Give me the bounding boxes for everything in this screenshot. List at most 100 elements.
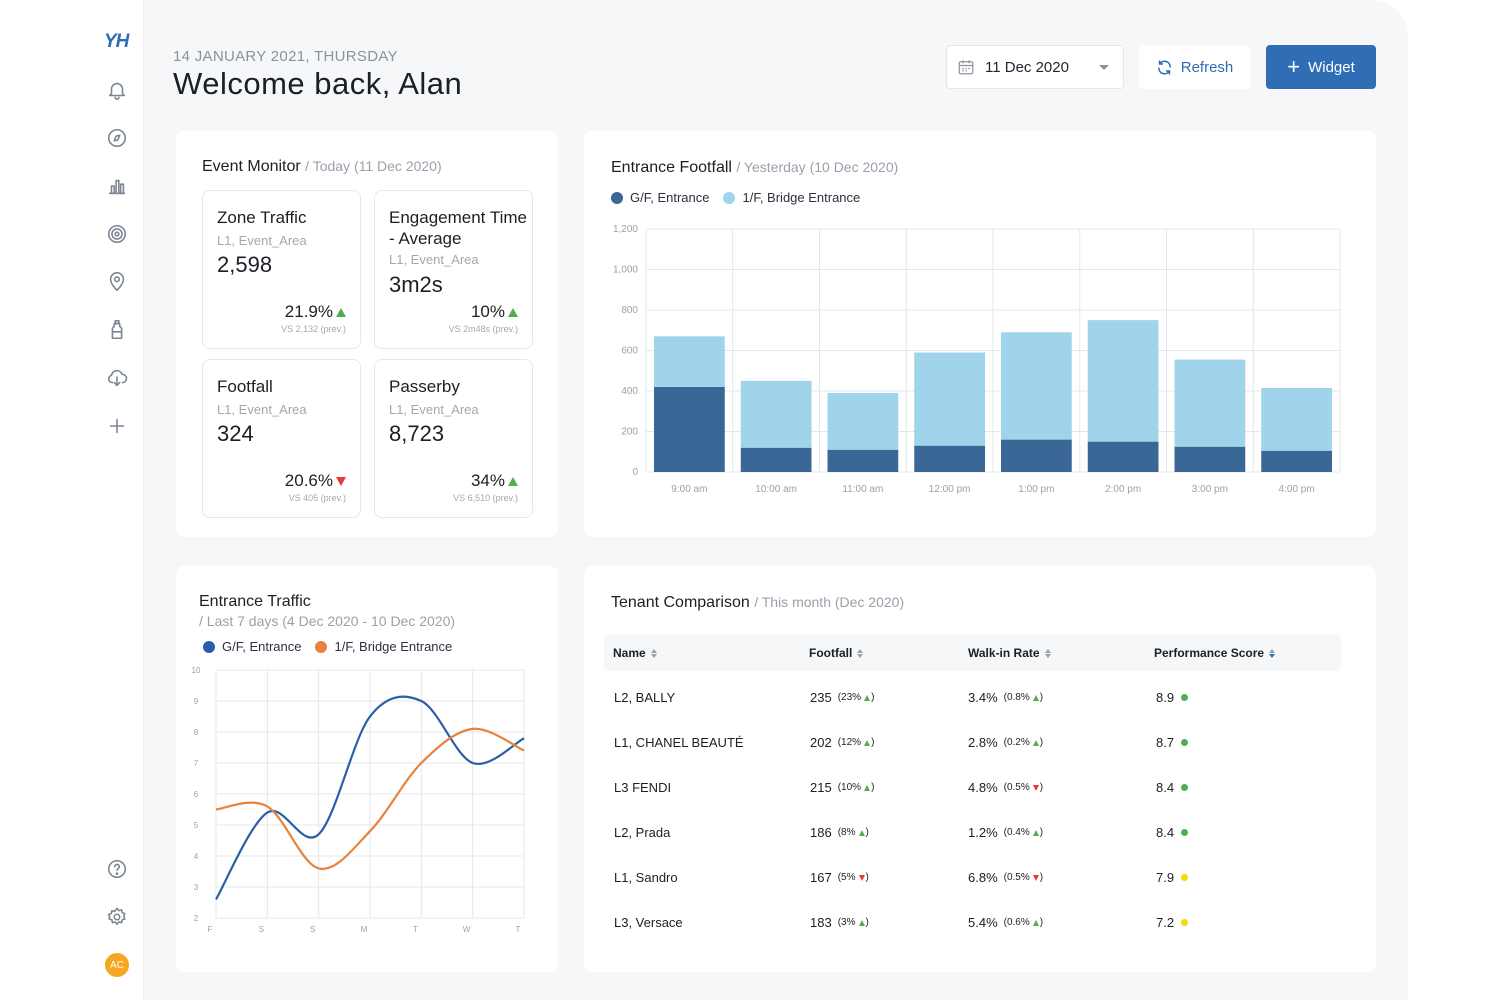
y-tick-label: 9 bbox=[194, 697, 199, 706]
fingerprint-icon[interactable] bbox=[105, 222, 129, 246]
event-monitor-title: Event Monitor / Today (11 Dec 2020) bbox=[202, 158, 442, 176]
score-value: 8.7 bbox=[1156, 735, 1175, 750]
location-pin-icon[interactable] bbox=[105, 270, 129, 294]
tenant-walkin-rate: 1.2% (0.4%) bbox=[968, 825, 1043, 840]
metric-passerby[interactable]: Passerby L1, Event_Area 8,723 34% VS 6,5… bbox=[374, 359, 533, 518]
change-close: ) bbox=[865, 827, 869, 838]
metric-zone-traffic[interactable]: Zone Traffic L1, Event_Area 2,598 21.9% … bbox=[202, 190, 361, 349]
tenant-score: 7.9 bbox=[1156, 870, 1189, 885]
arrow-up-icon bbox=[508, 476, 518, 486]
entrance-footfall-chart: 0 200 400 600 800 1,000 1,200 9:00 am 10:00 am 11… bbox=[613, 224, 1341, 495]
arrow-up-icon bbox=[1032, 919, 1039, 926]
change-badge: (0.8%) bbox=[1004, 692, 1043, 703]
avatar[interactable]: AC bbox=[105, 953, 129, 977]
gear-icon[interactable] bbox=[105, 905, 129, 929]
y-tick-label: 8 bbox=[194, 728, 199, 737]
change-value: (10% bbox=[837, 782, 862, 793]
arrow-up-icon bbox=[508, 307, 518, 317]
change-value: (23% bbox=[837, 692, 862, 703]
arrow-down-icon bbox=[336, 476, 346, 486]
bottle-icon[interactable] bbox=[105, 318, 129, 342]
tenant-comparison-subtitle: / This month (Dec 2020) bbox=[754, 594, 905, 610]
score-value: 8.4 bbox=[1156, 780, 1175, 795]
help-icon[interactable] bbox=[105, 857, 129, 881]
plus-icon[interactable] bbox=[105, 414, 129, 438]
bar-segment bbox=[827, 393, 899, 450]
tenant-footfall: 186 (8%) bbox=[810, 825, 869, 840]
logo[interactable]: YH bbox=[104, 31, 129, 52]
y-tick-label: 800 bbox=[621, 305, 638, 316]
column-label: Name bbox=[613, 646, 646, 660]
change-badge: (8%) bbox=[838, 827, 869, 838]
x-tick-label: 1:00 pm bbox=[1018, 484, 1054, 495]
legend-item[interactable]: 1/F, Bridge Entrance bbox=[315, 639, 452, 654]
y-tick-label: 600 bbox=[621, 346, 638, 357]
legend-item[interactable]: 1/F, Bridge Entrance bbox=[723, 190, 860, 205]
score-indicator-icon bbox=[1181, 829, 1189, 836]
change-value: (12% bbox=[837, 737, 862, 748]
metric-engagement-time[interactable]: Engagement Time - Average L1, Event_Area… bbox=[374, 190, 533, 349]
change-close: ) bbox=[871, 782, 875, 793]
footfall-value: 167 bbox=[810, 870, 832, 885]
bar-segment bbox=[1001, 439, 1072, 472]
legend-item[interactable]: G/F, Entrance bbox=[611, 190, 709, 205]
change-badge: (12%) bbox=[838, 737, 875, 748]
score-indicator-icon bbox=[1181, 784, 1189, 791]
metric-title: Zone Traffic bbox=[217, 208, 307, 227]
tenant-walkin-rate: 6.8% (0.5%) bbox=[968, 870, 1043, 885]
bar-segment bbox=[1174, 359, 1246, 447]
footfall-value: 183 bbox=[810, 915, 832, 930]
x-tick-label: S bbox=[310, 925, 315, 934]
legend-item[interactable]: G/F, Entrance bbox=[203, 639, 301, 654]
date-select[interactable]: 11 Dec 2020 bbox=[946, 45, 1124, 89]
cloud-download-icon[interactable] bbox=[105, 366, 129, 390]
metric-title: Passerby bbox=[389, 377, 460, 396]
column-header-walkin-rate[interactable]: Walk-in Rate bbox=[968, 646, 1051, 660]
column-header-footfall[interactable]: Footfall bbox=[809, 646, 864, 660]
change-value: (0.2% bbox=[1003, 737, 1030, 748]
bar-segment bbox=[1261, 387, 1332, 451]
column-header-performance-score[interactable]: Performance Score bbox=[1154, 646, 1276, 660]
change-badge: (0.4%) bbox=[1004, 827, 1043, 838]
y-tick-label: 7 bbox=[194, 759, 199, 768]
sort-icon bbox=[650, 648, 657, 658]
tenant-comparison-card bbox=[584, 566, 1376, 972]
plus-icon: + bbox=[1287, 54, 1301, 79]
arrow-up-icon bbox=[864, 784, 871, 791]
compass-icon[interactable] bbox=[105, 126, 129, 150]
metric-change: 10% bbox=[471, 302, 518, 322]
change-badge: (0.5%) bbox=[1004, 872, 1043, 883]
bar-segment bbox=[740, 380, 812, 448]
entrance-traffic-title: Entrance Traffic bbox=[199, 593, 311, 611]
y-tick-label: 6 bbox=[194, 790, 199, 799]
walkin-value: 4.8% bbox=[968, 780, 998, 795]
metric-previous: VS 2m48s (prev.) bbox=[448, 324, 518, 334]
change-value: (0.5% bbox=[1003, 782, 1030, 793]
x-tick-label: 3:00 pm bbox=[1192, 484, 1228, 495]
metric-previous: VS 405 (prev.) bbox=[288, 493, 346, 503]
add-widget-button[interactable]: + Widget bbox=[1266, 45, 1376, 89]
refresh-button[interactable]: Refresh bbox=[1139, 45, 1250, 89]
metric-footfall[interactable]: Footfall L1, Event_Area 324 20.6% VS 405… bbox=[202, 359, 361, 518]
arrow-up-icon bbox=[864, 694, 871, 701]
legend-swatch bbox=[723, 191, 736, 204]
bell-icon[interactable] bbox=[105, 78, 129, 102]
legend-label: G/F, Entrance bbox=[222, 639, 302, 654]
entrance-footfall-subtitle: / Yesterday (10 Dec 2020) bbox=[736, 159, 899, 175]
tenant-footfall: 235 (23%) bbox=[810, 690, 874, 705]
tenant-footfall: 183 (3%) bbox=[810, 915, 869, 930]
metric-change-value: 21.9% bbox=[284, 302, 333, 321]
refresh-icon bbox=[1157, 59, 1171, 75]
refresh-label: Refresh bbox=[1180, 58, 1234, 76]
arrow-down-icon bbox=[1032, 874, 1039, 881]
x-tick-label: W bbox=[463, 925, 471, 934]
tenant-name-text: L2, Prada bbox=[614, 825, 671, 840]
bar-chart-icon[interactable] bbox=[105, 174, 129, 198]
column-header-name[interactable]: Name bbox=[613, 646, 657, 660]
event-monitor-subtitle: / Today (11 Dec 2020) bbox=[305, 158, 442, 174]
metric-change-value: 10% bbox=[470, 302, 505, 321]
tenant-name: L2, BALLY bbox=[614, 690, 675, 705]
metric-change: 20.6% bbox=[285, 471, 346, 491]
change-value: (0.5% bbox=[1003, 872, 1030, 883]
change-value: (0.6% bbox=[1003, 917, 1030, 928]
